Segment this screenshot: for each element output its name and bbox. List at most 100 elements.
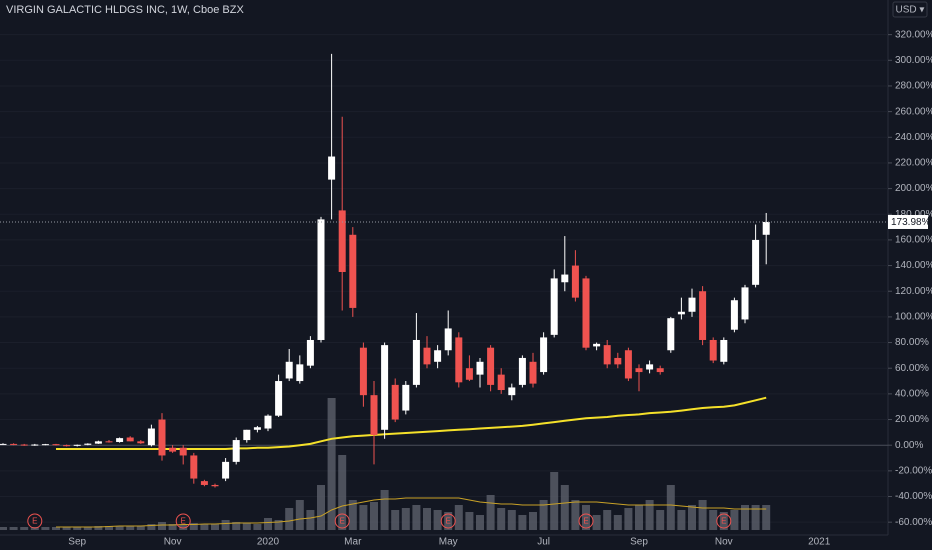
candle-body: [603, 345, 611, 365]
candle-body: [264, 415, 272, 429]
volume-bar: [189, 523, 198, 530]
volume-bar: [645, 500, 654, 530]
y-tick-label: 20.00%: [895, 414, 929, 425]
candle-body: [211, 484, 219, 487]
y-tick-label: 0.00%: [895, 440, 923, 451]
candle-body: [243, 429, 251, 441]
candle-body: [20, 444, 28, 446]
candle-body: [646, 364, 654, 370]
candle-body: [190, 455, 198, 479]
candle-body: [52, 444, 60, 446]
y-tick-label: 200.00%: [895, 183, 932, 194]
volume-bar: [592, 515, 601, 530]
candle-body: [487, 347, 495, 385]
volume-bar: [41, 527, 50, 530]
volume-bar: [211, 524, 219, 530]
candle-body: [518, 357, 526, 385]
y-tick-label: 160.00%: [895, 235, 932, 246]
candle-body: [222, 461, 230, 479]
candle-body: [434, 350, 442, 362]
x-tick-label: Sep: [630, 537, 648, 548]
candle-body: [677, 311, 685, 315]
last-price-box: [888, 214, 928, 229]
volume-bar: [359, 505, 368, 530]
candle-body: [752, 239, 760, 285]
candle-body: [359, 347, 367, 396]
volume-bar: [518, 515, 527, 530]
candle-body: [656, 368, 664, 373]
volume-bar: [603, 510, 612, 530]
x-tick-label: Nov: [715, 537, 733, 548]
y-tick-label: 100.00%: [895, 312, 932, 323]
candle-body: [137, 441, 145, 444]
volume-bar: [613, 515, 622, 530]
candle-body: [720, 339, 728, 362]
volume-bar: [285, 508, 294, 530]
candle-body: [317, 219, 325, 340]
volume-bar: [465, 512, 474, 530]
volume-bar: [507, 510, 516, 530]
volume-bar: [306, 510, 315, 530]
y-tick-label: 120.00%: [895, 286, 932, 297]
volume-bar: [391, 510, 400, 530]
candle-body: [624, 350, 632, 379]
candle-body: [73, 444, 81, 446]
candle-body: [147, 428, 155, 446]
candle-body: [296, 364, 304, 382]
last-price-label: 173.98%: [891, 217, 931, 228]
candle-body: [306, 339, 314, 366]
volume-bar: [20, 527, 29, 530]
candle-body: [497, 374, 505, 391]
candle-body: [688, 297, 696, 312]
volume-bar: [200, 524, 209, 530]
volume-bar: [666, 485, 675, 530]
candle-body: [709, 339, 717, 361]
volume-bar: [730, 510, 739, 530]
candle-body: [328, 156, 336, 180]
y-tick-label: 220.00%: [895, 158, 932, 169]
candle-body: [126, 437, 134, 442]
volume-bar: [9, 527, 18, 530]
volume-bar: [327, 398, 336, 530]
candle-body: [116, 438, 124, 442]
volume-bar: [264, 518, 272, 530]
candle-body: [508, 387, 516, 396]
candle-body: [275, 381, 283, 416]
earnings-label: E: [446, 517, 451, 526]
volume-bar: [401, 508, 410, 530]
y-tick-label: 300.00%: [895, 55, 932, 66]
earnings-marker: [716, 513, 732, 529]
volume-bar: [529, 512, 537, 530]
volume-bar: [571, 500, 580, 530]
volume-bar: [423, 508, 431, 530]
candle-body: [444, 328, 452, 351]
volume-bar: [105, 526, 113, 530]
candle-body: [338, 210, 346, 272]
earnings-marker: [440, 513, 456, 529]
volume-bar: [295, 500, 304, 530]
y-tick-label: 60.00%: [895, 363, 929, 374]
currency-label[interactable]: USD ▾: [896, 5, 925, 16]
currency-button[interactable]: [892, 1, 928, 18]
volume-bar: [242, 523, 251, 530]
volume-bar: [232, 522, 241, 530]
y-tick-label: 320.00%: [895, 29, 932, 40]
earnings-label: E: [721, 517, 726, 526]
earnings-marker: [175, 513, 191, 529]
volume-bar: [52, 527, 60, 530]
candle-body: [285, 361, 293, 379]
volume-bar: [126, 526, 135, 530]
volume-bar: [698, 500, 707, 530]
y-tick-label: -40.00%: [895, 491, 932, 502]
y-tick-label: 40.00%: [895, 389, 929, 400]
x-tick-label: 2021: [808, 537, 831, 548]
volume-bar: [560, 485, 569, 530]
volume-bar: [253, 524, 262, 530]
candle-body: [423, 347, 431, 365]
x-tick-label: May: [439, 537, 458, 548]
volume-bar: [317, 485, 325, 530]
volume-bar: [741, 505, 749, 530]
candle-body: [370, 395, 378, 435]
candle-body: [10, 443, 18, 445]
y-tick-label: 280.00%: [895, 81, 932, 92]
